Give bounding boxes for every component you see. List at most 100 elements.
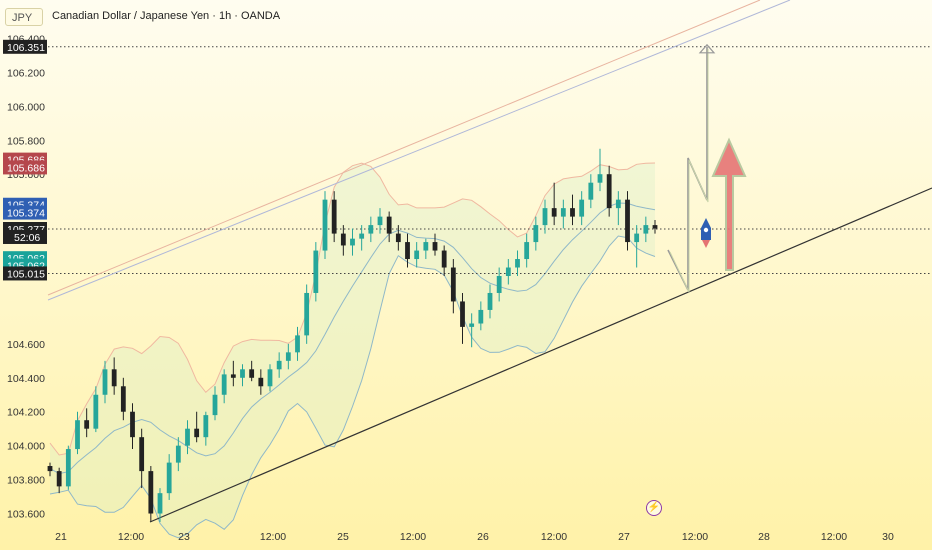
symbol-chip[interactable]: JPY — [5, 8, 43, 26]
candle — [175, 437, 181, 472]
candle-body — [313, 250, 319, 293]
candle — [56, 467, 62, 494]
candle — [340, 225, 346, 256]
price-tag-label: 52:06 — [14, 232, 40, 244]
candle-body — [643, 225, 649, 234]
price-tag: 105.686 — [3, 160, 47, 175]
price-tag-label: 105.015 — [7, 268, 45, 280]
candle — [542, 199, 548, 234]
candle — [615, 191, 621, 226]
price-tick-label: 104.200 — [7, 407, 45, 419]
price-tick-label: 103.800 — [7, 475, 45, 487]
candle-body — [84, 420, 90, 429]
candle — [551, 182, 557, 226]
candle-body — [285, 352, 291, 361]
time-axis[interactable]: 21 12:00 23 12:00 25 12:00 26 12:00 27 12:00 28 12:… — [55, 531, 894, 543]
candle-body — [652, 225, 658, 229]
candle-body — [487, 292, 493, 310]
candle — [359, 225, 365, 251]
candle-body — [450, 267, 456, 302]
candle — [212, 386, 218, 421]
candle-body — [350, 238, 355, 246]
time-tick-label: 27 — [618, 531, 630, 543]
price-tag-label: 106.351 — [7, 42, 45, 54]
candle — [130, 403, 135, 450]
candle-body — [524, 242, 530, 260]
candle-body — [340, 233, 346, 246]
candle-body — [166, 462, 172, 494]
candle-body — [405, 242, 410, 260]
candle — [203, 411, 209, 446]
candle-body — [414, 250, 420, 260]
candle-body — [395, 233, 401, 243]
candle — [395, 225, 401, 251]
price-axis[interactable]: 106.400106.200106.000105.800105.600104.6… — [3, 33, 47, 521]
candle — [515, 250, 520, 276]
candle — [313, 242, 319, 302]
candle-body — [606, 174, 612, 209]
lightning-icon[interactable]: ⚡ — [646, 500, 662, 516]
candle — [139, 428, 145, 489]
candle — [606, 165, 612, 217]
candle — [570, 194, 575, 226]
candle-body — [634, 233, 640, 243]
candle-body — [120, 386, 126, 412]
price-tag: 106.351 — [3, 39, 47, 54]
candle — [120, 377, 126, 421]
candle — [597, 148, 603, 192]
candle — [423, 238, 429, 260]
candle — [625, 191, 630, 251]
price-tag-box — [3, 266, 47, 281]
candle-body — [304, 292, 310, 336]
candle-body — [148, 471, 154, 514]
candle — [368, 216, 374, 243]
candle — [47, 462, 53, 477]
candle-body — [240, 369, 245, 378]
candle — [221, 369, 227, 404]
candle — [331, 191, 337, 243]
candle-body — [157, 493, 163, 514]
candle-body — [203, 415, 209, 438]
candle-body — [615, 199, 621, 209]
candle — [560, 199, 566, 229]
price-tick-label: 106.200 — [7, 67, 45, 79]
candle-body — [276, 360, 282, 370]
candle-body — [597, 174, 603, 183]
candle-body — [505, 267, 511, 276]
candle-body — [139, 437, 145, 472]
candle — [350, 228, 355, 256]
trend-lines — [47, 0, 932, 523]
time-tick-label: 12:00 — [541, 531, 567, 543]
candle-body — [102, 369, 108, 395]
price-tick-label: 106.000 — [7, 101, 45, 113]
time-tick-label: 12:00 — [400, 531, 426, 543]
candle — [487, 284, 493, 319]
candle-body — [93, 394, 99, 429]
price-tag-box — [3, 205, 47, 220]
candle — [524, 233, 530, 268]
up-arrow-icon — [711, 137, 747, 271]
lower-channel-line — [149, 187, 932, 523]
candle-body — [194, 428, 200, 438]
candle — [469, 313, 475, 348]
candle-body — [221, 374, 227, 395]
candle — [496, 267, 502, 302]
candle-body — [47, 466, 53, 472]
time-tick-label: 26 — [477, 531, 489, 543]
price-tag: 105.374 — [3, 205, 47, 220]
candle — [240, 364, 245, 387]
candle — [405, 233, 410, 268]
candle — [304, 284, 310, 344]
candle-body — [230, 374, 236, 378]
candle — [441, 245, 447, 276]
candle-body — [625, 199, 630, 243]
candle-body — [56, 471, 62, 487]
candle-body — [551, 208, 557, 217]
price-tag-box — [3, 160, 47, 175]
candle-body — [212, 394, 218, 416]
candle — [75, 411, 80, 455]
band-fill — [50, 163, 655, 538]
